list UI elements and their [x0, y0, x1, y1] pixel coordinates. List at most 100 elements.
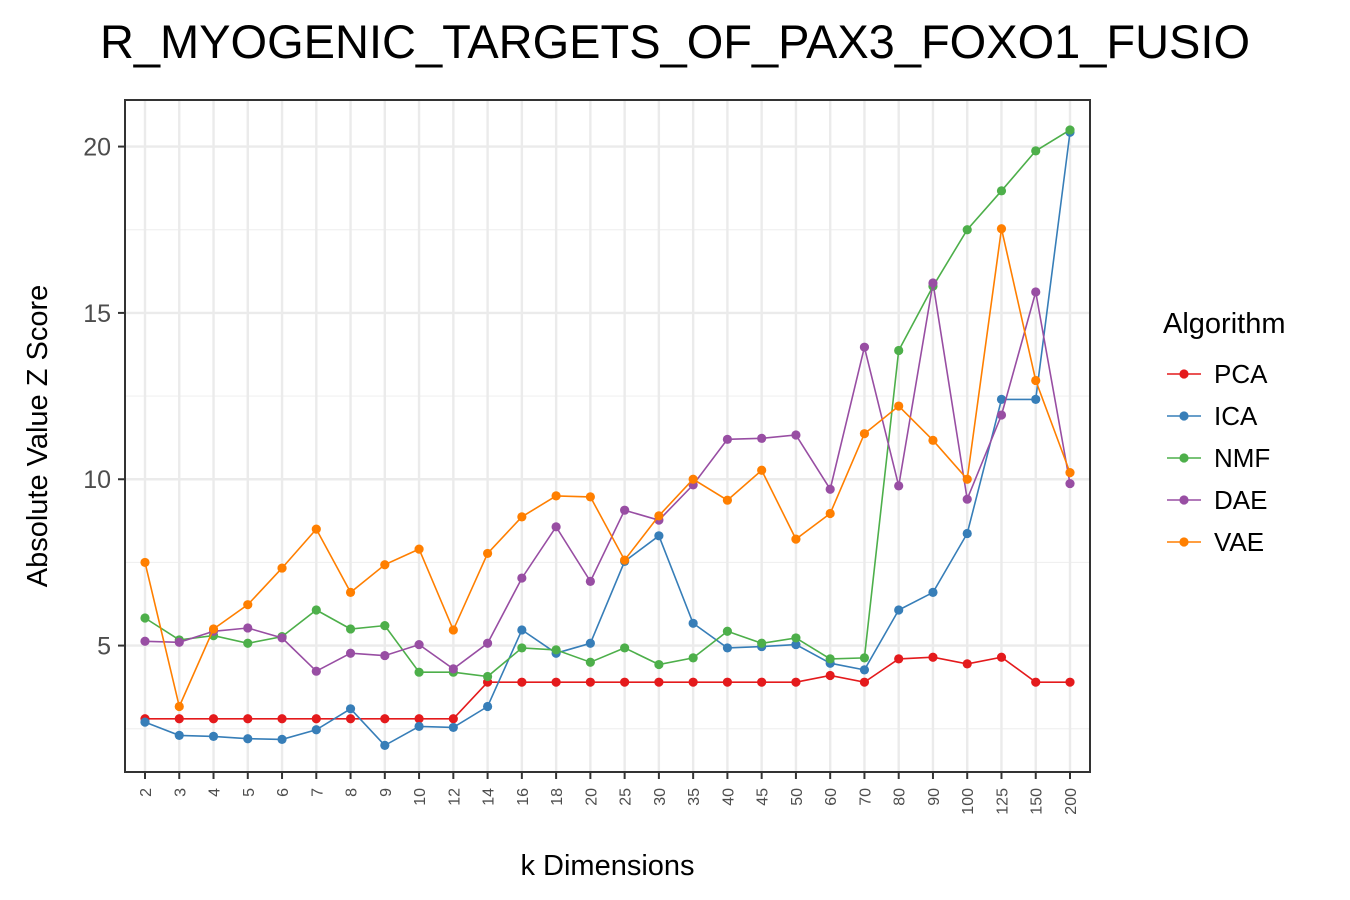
data-point-nmf	[791, 633, 801, 643]
x-tick-label: 100	[960, 788, 977, 815]
series-line-dae	[144, 282, 1071, 673]
data-point-pca	[208, 714, 219, 724]
x-axis: 2 3 4 5 6 7 8 9 10 12 14 16 18 20 25 30 35 40 45 50 60 70 80 90…	[138, 772, 1080, 815]
data-point-ica	[380, 740, 390, 750]
data-point-ica	[243, 734, 253, 744]
legend-label: VAE	[1214, 527, 1264, 557]
data-point-nmf	[311, 605, 321, 615]
x-tick-label: 18	[549, 788, 566, 806]
data-point-pca	[688, 677, 698, 687]
data-point-vae	[859, 429, 870, 439]
data-point-nmf	[722, 626, 733, 636]
data-point-vae	[517, 512, 527, 522]
data-point-dae	[722, 434, 733, 444]
data-point-dae	[448, 664, 458, 674]
data-point-dae	[517, 573, 527, 583]
data-point-dae	[414, 639, 424, 650]
legend-item-pca: PCA	[1167, 359, 1268, 389]
data-point-nmf	[1065, 125, 1075, 135]
data-point-vae	[722, 495, 733, 505]
data-point-pca	[722, 677, 733, 687]
data-point-pca	[894, 654, 904, 664]
data-point-vae	[654, 511, 664, 521]
data-point-pca	[414, 714, 424, 724]
data-point-vae	[962, 474, 972, 484]
y-axis: 5 10 15 20	[83, 134, 125, 661]
data-point-vae	[277, 563, 287, 573]
y-tick-label: 10	[83, 466, 111, 494]
data-point-pca	[551, 677, 561, 687]
legend-key-point	[1179, 453, 1189, 463]
data-point-nmf	[620, 643, 630, 653]
data-point-pca	[962, 659, 972, 669]
data-point-nmf	[243, 638, 253, 648]
data-point-dae	[962, 494, 972, 504]
legend-key-point	[1179, 369, 1189, 379]
x-tick-label: 9	[378, 788, 395, 797]
data-point-ica	[996, 394, 1007, 405]
x-tick-label: 12	[446, 788, 463, 806]
data-point-nmf	[996, 186, 1007, 196]
data-point-ica	[962, 528, 972, 539]
legend-key-point	[1179, 537, 1189, 547]
data-point-ica	[722, 643, 733, 653]
data-point-vae	[380, 560, 390, 570]
data-point-pca	[585, 677, 595, 687]
data-point-vae	[688, 474, 698, 484]
x-tick-label: 125	[994, 788, 1011, 815]
data-point-vae	[140, 557, 150, 568]
x-tick-label: 80	[892, 788, 909, 806]
series-vae	[140, 224, 1075, 712]
data-point-dae	[859, 342, 870, 352]
x-tick-label: 10	[412, 788, 429, 806]
data-point-ica	[894, 605, 904, 615]
data-point-ica	[414, 721, 424, 732]
data-point-pca	[620, 677, 630, 687]
data-point-dae	[482, 638, 493, 648]
data-point-ica	[1031, 394, 1041, 405]
plot-panel-background	[125, 100, 1090, 772]
data-point-ica	[791, 639, 801, 650]
x-tick-label: 3	[172, 788, 189, 797]
y-tick-label: 15	[83, 300, 111, 328]
data-point-nmf	[1031, 146, 1041, 156]
data-point-ica	[585, 638, 595, 648]
data-point-dae	[243, 623, 253, 633]
x-tick-label: 2	[138, 788, 155, 797]
data-point-ica	[517, 625, 527, 635]
data-point-dae	[791, 430, 801, 440]
data-point-pca	[174, 714, 184, 724]
x-tick-label: 16	[515, 788, 532, 806]
legend-item-vae: VAE	[1167, 527, 1264, 557]
data-point-dae	[757, 433, 767, 443]
x-tick-label: 20	[583, 788, 600, 806]
legend-label: PCA	[1214, 359, 1268, 389]
data-point-vae	[1065, 467, 1075, 478]
x-tick-label: 70	[857, 788, 874, 806]
data-point-nmf	[517, 643, 527, 653]
data-point-nmf	[688, 653, 698, 663]
data-point-ica	[928, 587, 938, 597]
series-line-pca	[145, 656, 1070, 720]
legend-item-dae: DAE	[1167, 485, 1267, 515]
data-point-ica	[140, 717, 150, 727]
series-line-nmf	[144, 129, 1071, 678]
data-point-nmf	[345, 624, 356, 634]
data-point-pca	[859, 677, 870, 687]
x-tick-label: 4	[207, 788, 224, 797]
x-tick-label: 45	[755, 788, 772, 806]
data-point-ica	[208, 731, 219, 742]
x-tick-label: 60	[823, 788, 840, 806]
data-point-vae	[996, 224, 1007, 234]
data-point-dae	[140, 636, 150, 646]
data-point-nmf	[825, 654, 835, 664]
grid-lines	[125, 100, 1090, 772]
data-point-vae	[482, 548, 493, 559]
data-point-pca	[757, 677, 767, 687]
data-point-vae	[208, 624, 219, 634]
data-point-pca	[517, 677, 527, 687]
data-point-vae	[311, 524, 321, 534]
series-pca	[140, 652, 1075, 724]
data-point-ica	[482, 701, 493, 712]
data-point-pca	[448, 714, 458, 724]
